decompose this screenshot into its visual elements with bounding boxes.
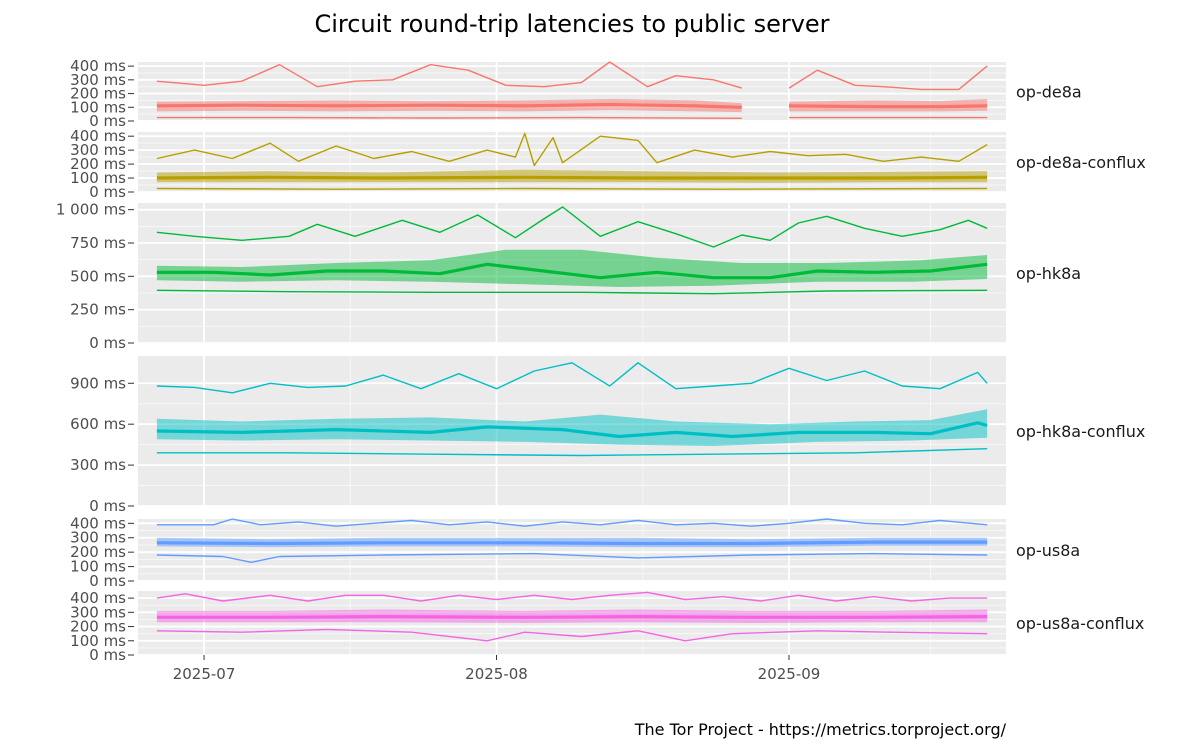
panel-label-op-hk8a: op-hk8a <box>1016 264 1081 283</box>
y-tick-label: 300 ms <box>70 529 126 547</box>
panel-op-hk8a: 0 ms 250 ms 500 ms 750 ms 1 000 ms op-hk8a <box>56 201 1081 352</box>
panel-background <box>138 591 1006 655</box>
y-tick-label: 400 ms <box>70 127 126 145</box>
y-tick-label: 250 ms <box>70 301 126 319</box>
high-line <box>156 61 742 89</box>
high-line <box>156 362 988 394</box>
median-line <box>156 262 988 280</box>
high-line <box>156 518 988 527</box>
panel-op-hk8a-conflux: 0 ms 300 ms 600 ms 900 ms op-hk8a-conflux <box>70 356 1145 515</box>
median-line <box>788 104 988 109</box>
y-tick-label: 300 ms <box>70 71 126 89</box>
chart-caption: The Tor Project - https://metrics.torpro… <box>634 720 1007 739</box>
chart-title: Circuit round-trip latencies to public s… <box>314 10 829 38</box>
low-line <box>156 187 988 190</box>
low-line <box>156 628 988 642</box>
y-tick-label: 400 ms <box>70 57 126 75</box>
y-tick-label: 200 ms <box>70 155 126 173</box>
panel-label-op-de8a: op-de8a <box>1016 83 1082 102</box>
low-line <box>156 552 988 563</box>
y-tick-label: 200 ms <box>70 85 126 103</box>
median-line <box>156 615 988 619</box>
y-tick-label: 100 ms <box>70 98 126 116</box>
x-tick-label: 2025-07 <box>173 665 236 683</box>
panel-background <box>138 62 1006 121</box>
median-line <box>156 540 988 546</box>
y-tick-label: 0 ms <box>89 334 126 352</box>
low-line <box>156 289 988 295</box>
median-line <box>156 175 988 180</box>
panel-label-op-us8a: op-us8a <box>1016 541 1080 560</box>
high-line <box>788 65 988 91</box>
y-tick-label: 300 ms <box>70 456 126 474</box>
panel-label-op-de8a-conflux: op-de8a-conflux <box>1016 153 1146 172</box>
y-tick-label: 0 ms <box>89 112 126 130</box>
y-tick-label: 100 ms <box>70 558 126 576</box>
y-tick-label: 0 ms <box>89 183 126 201</box>
x-tick-label: 2025-09 <box>758 665 821 683</box>
iqr-band <box>156 409 988 446</box>
x-axis: 2025-07 2025-08 2025-09 <box>173 655 821 683</box>
y-tick-label: 100 ms <box>70 632 126 650</box>
high-line <box>156 591 988 602</box>
high-line <box>156 206 988 248</box>
y-tick-label: 400 ms <box>70 514 126 532</box>
y-tick-label: 300 ms <box>70 141 126 159</box>
y-tick-label: 0 ms <box>89 497 126 515</box>
median-line <box>156 421 988 439</box>
x-tick-label: 2025-08 <box>465 665 528 683</box>
panel-label-op-hk8a-conflux: op-hk8a-conflux <box>1016 422 1145 441</box>
y-tick-label: 200 ms <box>70 543 126 561</box>
y-tick-label: 600 ms <box>70 415 126 433</box>
y-tick-label: 300 ms <box>70 603 126 621</box>
y-tick-label: 200 ms <box>70 618 126 636</box>
y-tick-label: 750 ms <box>70 234 126 252</box>
y-tick-label: 0 ms <box>89 646 126 664</box>
y-tick-label: 400 ms <box>70 589 126 607</box>
panel-label-op-us8a-conflux: op-us8a-conflux <box>1016 614 1144 633</box>
y-tick-label: 100 ms <box>70 169 126 187</box>
high-line <box>156 132 988 167</box>
low-line <box>156 448 988 457</box>
panel-background <box>138 132 1006 192</box>
panel-background <box>138 519 1006 581</box>
median-line <box>156 102 742 109</box>
y-tick-label: 500 ms <box>70 267 126 285</box>
low-line <box>156 116 742 119</box>
y-tick-label: 900 ms <box>70 374 126 392</box>
y-tick-label: 1 000 ms <box>56 201 126 219</box>
y-tick-label: 0 ms <box>89 572 126 590</box>
